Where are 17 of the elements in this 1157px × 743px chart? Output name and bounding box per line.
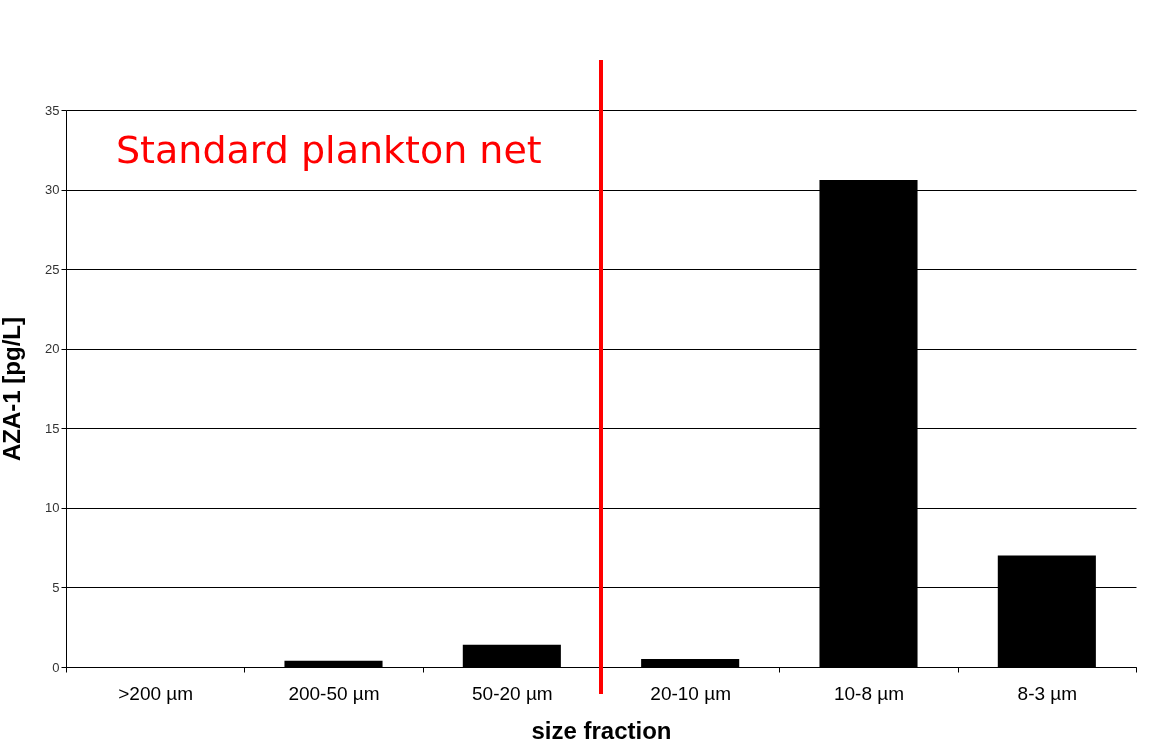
x-axis-title: size fraction xyxy=(531,716,672,743)
y-tick-label: 20 xyxy=(45,341,60,357)
x-tick-label: 50-20 µm xyxy=(472,682,553,704)
x-tick-label: 10-8 µm xyxy=(833,682,905,704)
y-tick-label: 10 xyxy=(45,500,60,516)
x-tick-label: 200-50 µm xyxy=(288,682,380,704)
y-axis-title: AZA-1 [pg/L] xyxy=(0,317,26,461)
y-tick-label: 30 xyxy=(45,182,60,198)
x-tick-label: 8-3 µm xyxy=(1017,682,1078,704)
y-tick-label: 5 xyxy=(52,579,60,595)
x-tick-label: >200 µm xyxy=(118,682,194,704)
y-tick-label: 15 xyxy=(45,420,60,436)
annotation: Standard plankton net xyxy=(116,128,542,172)
y-tick-label: 25 xyxy=(45,261,60,277)
y-tick-label: 0 xyxy=(52,659,60,675)
x-tick-label: 20-10 µm xyxy=(650,682,731,704)
y-tick-label: 35 xyxy=(45,102,60,118)
